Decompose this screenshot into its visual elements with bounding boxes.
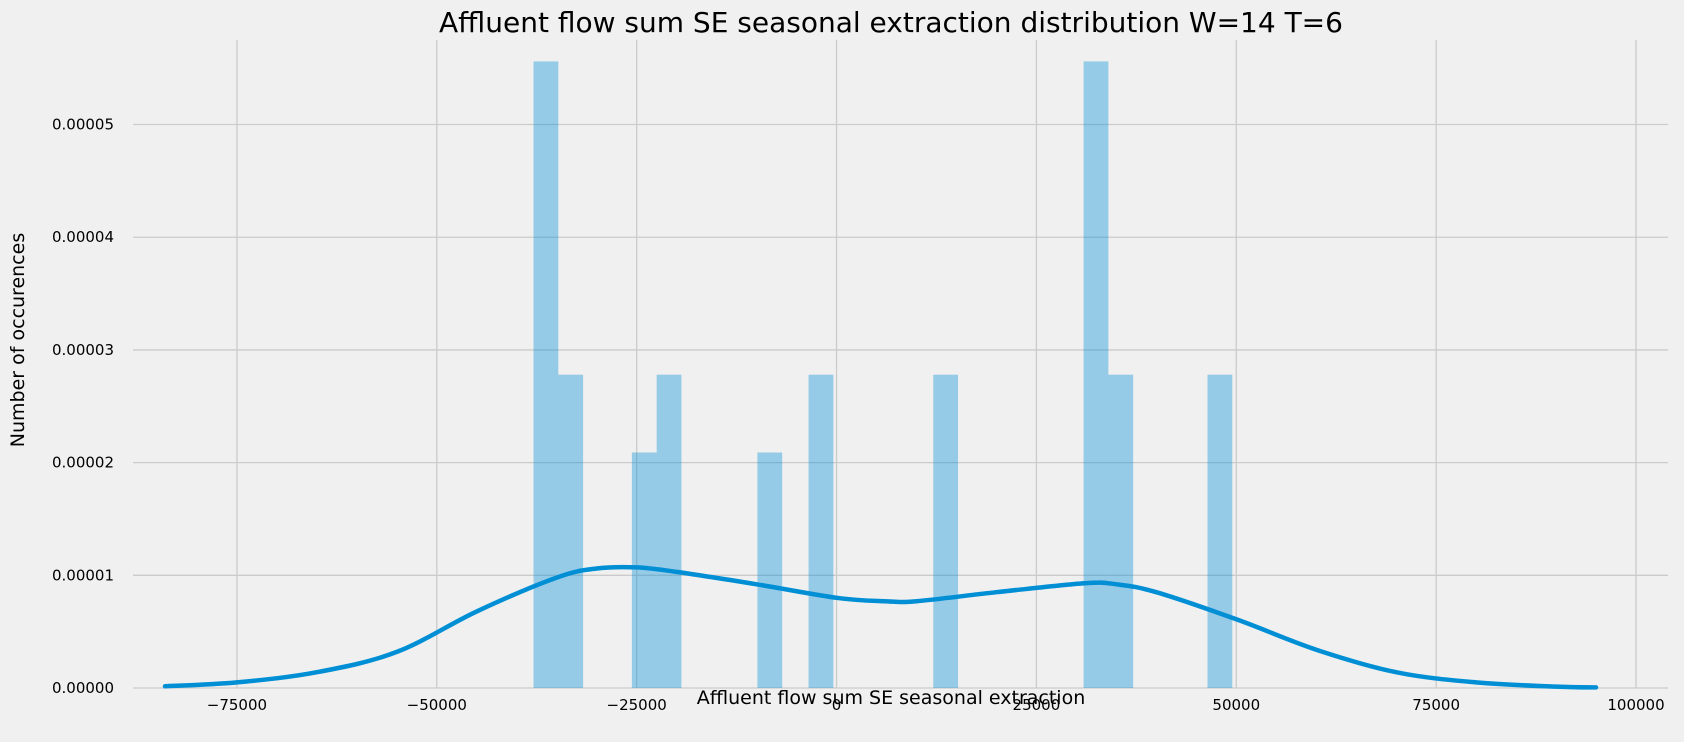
x-tick-label: 0: [832, 696, 842, 714]
histogram-bar: [1207, 374, 1233, 688]
x-tick-label: −75000: [207, 696, 267, 714]
kde-curve-group: [162, 564, 1599, 690]
y-tick-label: 0.00003: [52, 341, 114, 359]
x-tick-label: 25000: [1013, 696, 1061, 714]
tick-labels: −75000 −50000 −25000 0 25000 50000 75000 100000…: [52, 116, 1665, 714]
y-tick-label: 0.00000: [52, 679, 114, 697]
grid: [133, 40, 1668, 689]
histogram-bar: [656, 374, 682, 688]
y-tick-label: 0.00004: [52, 228, 114, 246]
y-axis-label: Number of occurences: [7, 233, 29, 447]
x-tick-label: −50000: [407, 696, 467, 714]
kde-curve: [162, 564, 1599, 690]
histogram-bar: [808, 374, 834, 688]
y-tick-label: 0.00005: [52, 116, 114, 134]
histogram-bar: [558, 374, 584, 688]
chart-title: Affluent flow sum SE seasonal extraction…: [439, 6, 1343, 39]
histogram-bar: [1108, 374, 1134, 688]
x-tick-label: 100000: [1607, 696, 1664, 714]
x-axis-label: Affluent flow sum SE seasonal extraction: [697, 687, 1086, 709]
histogram-bar: [757, 452, 783, 688]
y-tick-label: 0.00001: [52, 566, 114, 584]
x-tick-label: 75000: [1412, 696, 1460, 714]
histogram-bar: [933, 374, 959, 688]
histogram-bar: [1083, 61, 1109, 689]
y-tick-label: 0.00002: [52, 454, 114, 472]
x-tick-label: 50000: [1212, 696, 1260, 714]
histogram-bar: [533, 61, 559, 689]
x-tick-label: −25000: [607, 696, 667, 714]
